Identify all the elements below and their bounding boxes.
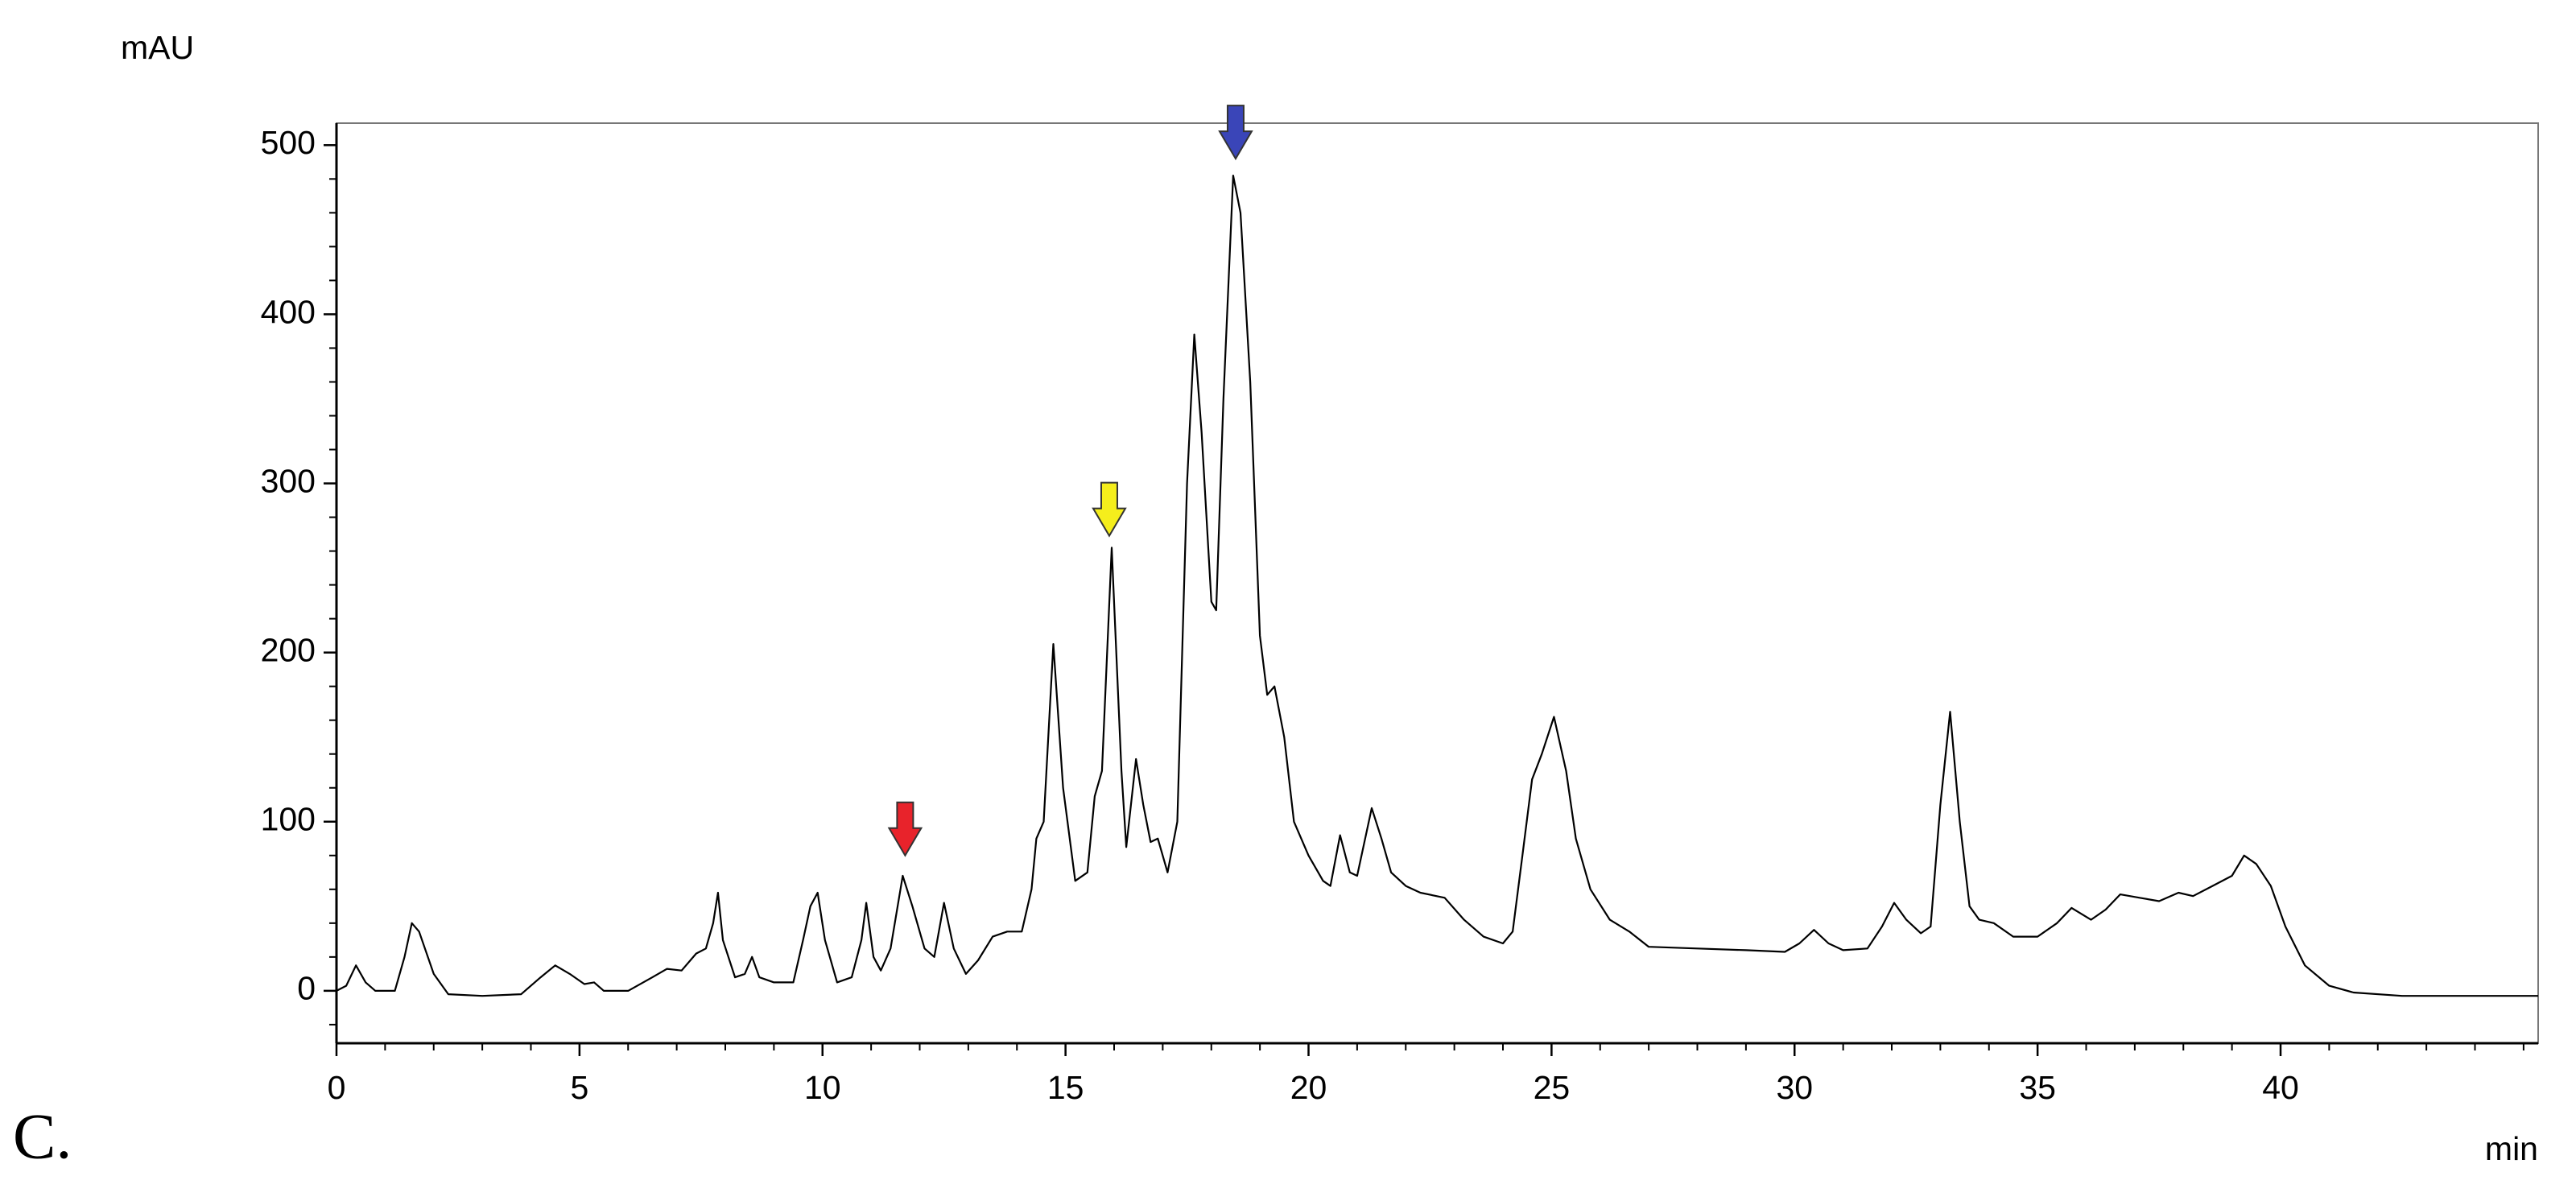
y-tick-label: 500 [261,124,316,161]
y-tick-label: 200 [261,631,316,668]
x-tick-label: 0 [328,1069,346,1106]
peak-arrow [1218,105,1253,161]
x-tick-label: 30 [1776,1069,1813,1106]
x-tick-label: 35 [2019,1069,2056,1106]
panel-label: C. [13,1101,72,1172]
y-tick-label: 100 [261,801,316,838]
peak-arrow [1092,481,1127,538]
y-tick-label: 400 [261,293,316,330]
trace-line [336,175,2538,997]
peak-arrow [887,801,923,857]
y-tick-label: 300 [261,462,316,499]
x-tick-label: 5 [570,1069,588,1106]
x-tick-label: 25 [1534,1069,1571,1106]
x-tick-label: 15 [1047,1069,1084,1106]
y-axis-label: mAU [121,29,194,66]
x-tick-label: 40 [2262,1069,2299,1106]
x-tick-label: 20 [1290,1069,1327,1106]
x-tick-label: 10 [804,1069,841,1106]
plot-frame [336,122,2539,1044]
x-axis-label: min [2485,1130,2538,1167]
y-tick-label: 0 [297,970,316,1007]
